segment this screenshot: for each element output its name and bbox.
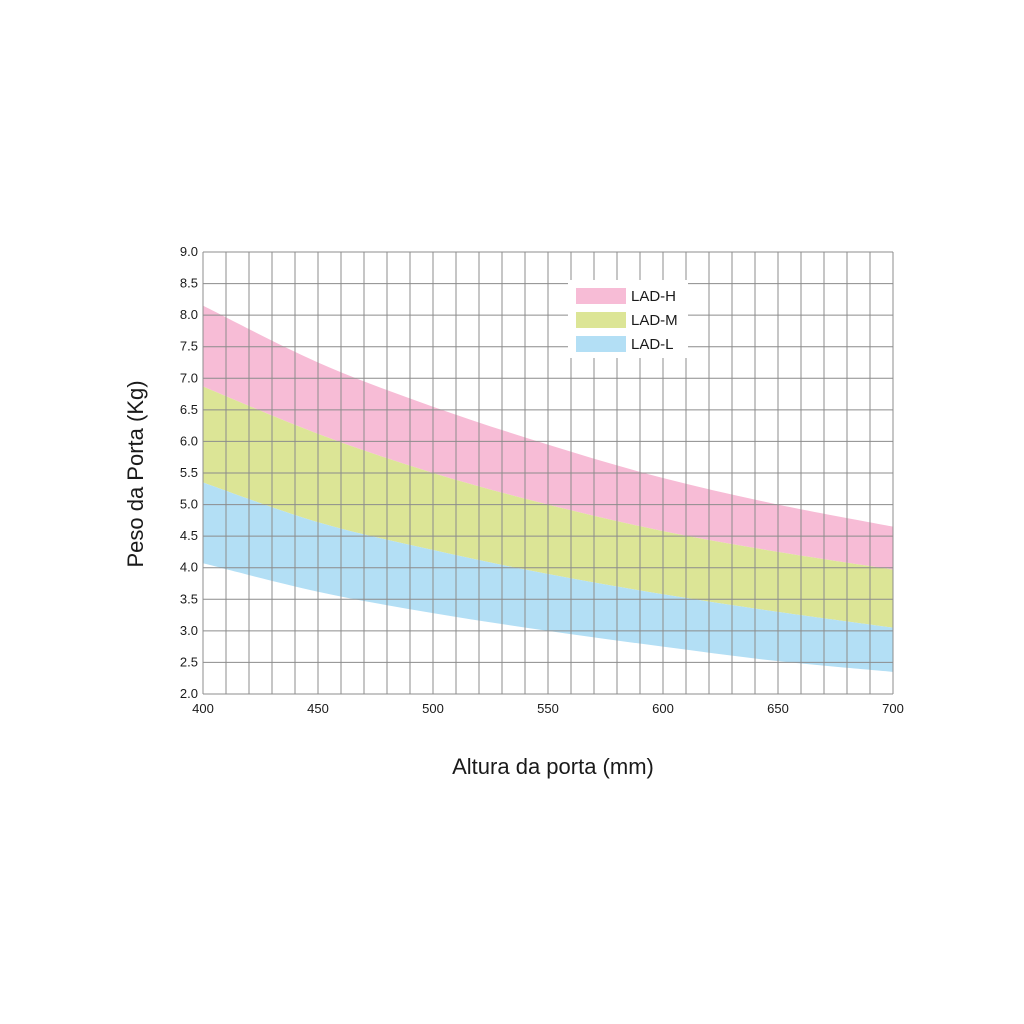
y-tick-label: 7.0 (180, 370, 198, 385)
legend-swatch (576, 288, 626, 304)
legend-label: LAD-M (631, 312, 678, 329)
y-tick-label: 2.5 (180, 654, 198, 669)
y-tick-label: 7.5 (180, 339, 198, 354)
y-tick-label: 4.5 (180, 528, 198, 543)
y-tick-label: 8.0 (180, 307, 198, 322)
x-axis-title: Altura da porta (mm) (452, 754, 654, 779)
legend: LAD-H LAD-M LAD-L (568, 280, 688, 358)
band-lad-h (203, 305, 893, 570)
y-axis-title: Peso da Porta (Kg) (123, 380, 148, 567)
y-tick-label: 2.0 (180, 686, 198, 701)
legend-swatch (576, 336, 626, 352)
y-tick-label: 3.5 (180, 591, 198, 606)
y-tick-label: 8.5 (180, 276, 198, 291)
y-tick-layer: 2.0 2.5 3.0 3.5 4.0 4.5 5.0 5.5 6.0 6.5 7.0 7.5 8.0 8… (180, 244, 198, 701)
y-tick-label: 6.0 (180, 433, 198, 448)
legend-label: LAD-H (631, 288, 676, 305)
x-tick-label: 500 (422, 701, 444, 716)
y-tick-label: 4.0 (180, 560, 198, 575)
x-tick-label: 400 (192, 701, 214, 716)
x-tick-label: 550 (537, 701, 559, 716)
y-tick-label: 6.5 (180, 402, 198, 417)
legend-swatch (576, 312, 626, 328)
x-tick-label: 650 (767, 701, 789, 716)
x-tick-label: 700 (882, 701, 904, 716)
y-tick-label: 5.0 (180, 497, 198, 512)
y-tick-label: 5.5 (180, 465, 198, 480)
x-tick-label: 600 (652, 701, 674, 716)
y-tick-label: 9.0 (180, 244, 198, 259)
x-tick-label: 450 (307, 701, 329, 716)
legend-label: LAD-L (631, 336, 674, 353)
x-tick-layer: 400 450 500 550 600 650 700 (192, 701, 904, 716)
y-tick-label: 3.0 (180, 623, 198, 638)
